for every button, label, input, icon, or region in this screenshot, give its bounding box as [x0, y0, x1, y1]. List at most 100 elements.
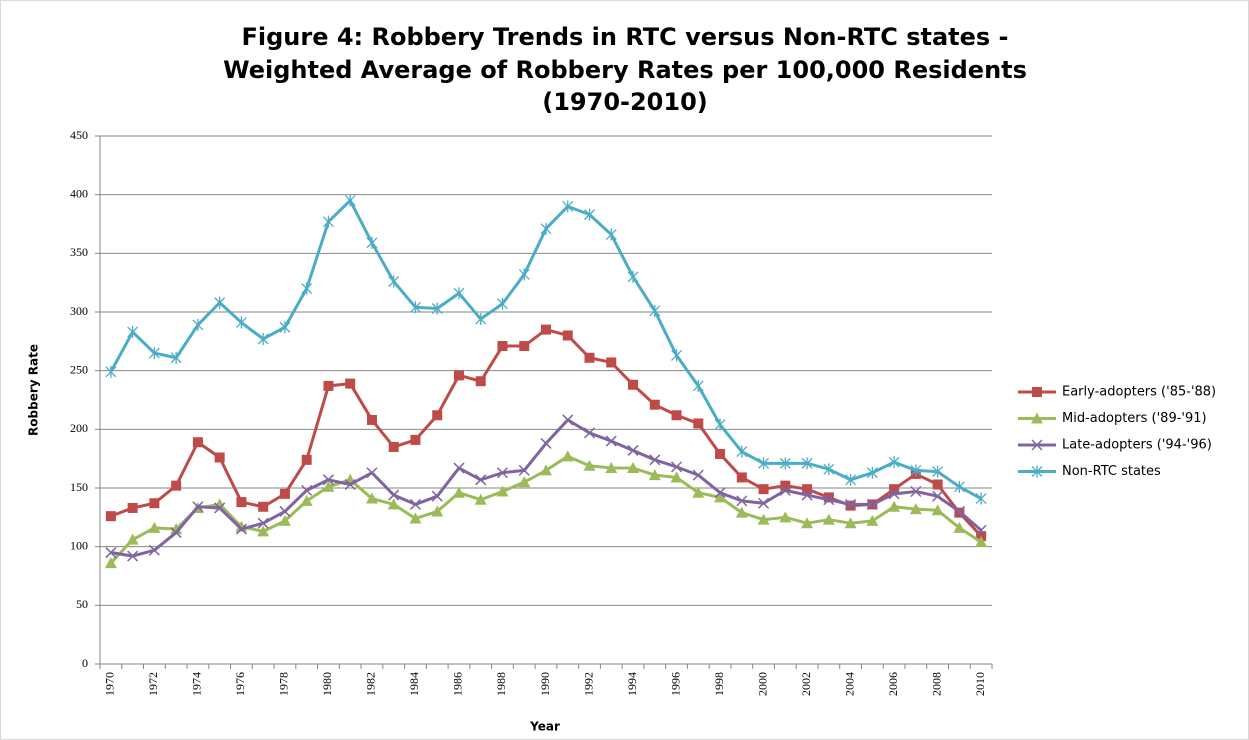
data-point	[431, 490, 443, 502]
data-point	[714, 487, 726, 499]
data-point	[801, 457, 813, 470]
data-point	[758, 484, 769, 495]
data-point	[736, 472, 747, 483]
y-tick-label: 300	[70, 304, 88, 318]
data-point	[322, 474, 334, 486]
data-point	[758, 497, 770, 509]
data-point	[583, 427, 596, 439]
x-tick-label: 2000	[755, 672, 769, 696]
y-tick-label: 200	[70, 421, 88, 435]
data-point	[279, 321, 291, 334]
x-tick-label: 1974	[190, 672, 204, 696]
data-point	[736, 445, 748, 458]
x-tick-label: 1972	[146, 672, 160, 696]
data-point	[410, 434, 421, 445]
data-point	[975, 492, 987, 505]
data-point	[866, 466, 878, 479]
x-tick-label: 1988	[494, 672, 508, 696]
data-point	[214, 502, 226, 514]
data-point	[823, 494, 835, 506]
data-point	[692, 379, 704, 392]
data-point	[562, 330, 573, 341]
y-tick-label: 100	[70, 538, 88, 552]
legend-marker	[1032, 387, 1042, 397]
data-point	[715, 448, 726, 459]
data-point	[322, 480, 335, 492]
data-point	[562, 200, 574, 213]
data-point	[279, 505, 291, 517]
data-point	[257, 517, 269, 529]
data-point	[628, 379, 639, 390]
data-point	[584, 352, 595, 363]
data-point	[845, 498, 857, 510]
data-point	[540, 437, 552, 449]
data-point	[757, 513, 770, 525]
data-point	[496, 485, 509, 497]
data-point	[345, 378, 356, 389]
data-point	[301, 454, 312, 465]
data-point	[562, 414, 574, 426]
data-point	[235, 316, 247, 329]
data-point	[148, 544, 160, 556]
legend-label: Early-adopters ('85-'88)	[1062, 385, 1216, 400]
data-point	[388, 275, 400, 288]
data-point	[932, 465, 944, 478]
data-point	[693, 418, 704, 429]
data-point	[648, 469, 661, 481]
data-point	[605, 462, 618, 474]
data-point	[714, 491, 727, 503]
data-point	[910, 485, 922, 498]
data-point	[235, 523, 247, 535]
data-point	[301, 282, 313, 295]
y-tick-label: 450	[70, 128, 88, 142]
data-point	[344, 194, 356, 207]
data-point	[214, 296, 226, 309]
data-point	[148, 521, 161, 533]
data-point	[649, 399, 660, 410]
data-point	[975, 524, 987, 536]
y-tick-label: 350	[70, 245, 88, 259]
data-point	[802, 484, 813, 495]
legend-item: Late-adopters ('94-'96)	[1018, 438, 1212, 453]
legend-item: Non-RTC states	[1018, 464, 1161, 479]
data-point	[583, 459, 596, 471]
x-tick-label: 1970	[103, 672, 117, 696]
data-point	[323, 380, 334, 391]
data-point	[605, 435, 617, 447]
data-point	[671, 461, 683, 473]
data-point	[409, 498, 421, 510]
data-point	[692, 486, 705, 498]
data-point	[474, 493, 487, 505]
data-point	[671, 349, 682, 362]
data-point	[953, 480, 965, 493]
chart-title: (1970-2010)	[542, 88, 708, 116]
x-tick-label: 2010	[973, 672, 987, 696]
data-point	[497, 341, 508, 352]
legend-label: Mid-adopters ('89-'91)	[1062, 411, 1207, 426]
data-point	[932, 490, 944, 502]
x-tick-label: 1994	[625, 672, 639, 696]
x-tick-label: 2006	[886, 672, 900, 696]
data-point	[606, 357, 617, 368]
data-point	[779, 511, 792, 523]
x-tick-label: 1986	[451, 672, 465, 696]
x-tick-label: 2004	[842, 672, 856, 696]
data-point	[953, 505, 965, 517]
y-tick-label: 150	[70, 480, 88, 494]
legend-item: Early-adopters ('85-'88)	[1018, 385, 1216, 400]
data-point	[519, 341, 530, 352]
x-tick-label: 1976	[233, 672, 247, 696]
data-point	[344, 478, 356, 491]
data-point	[888, 488, 900, 500]
data-point	[409, 512, 422, 524]
data-point	[236, 497, 247, 508]
data-point	[692, 469, 704, 481]
data-point	[910, 464, 922, 477]
data-point	[541, 324, 551, 335]
legend-marker	[1031, 412, 1043, 424]
data-point	[866, 498, 878, 510]
y-tick-label: 0	[82, 656, 88, 670]
x-tick-label: 2008	[929, 672, 943, 696]
legend-label: Late-adopters ('94-'96)	[1062, 438, 1212, 453]
